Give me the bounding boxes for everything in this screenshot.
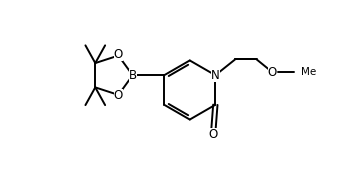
Text: O: O [114, 48, 123, 61]
Text: O: O [114, 89, 123, 102]
Text: B: B [128, 69, 137, 82]
Text: Me: Me [301, 67, 316, 77]
Text: O: O [268, 66, 277, 79]
Text: N: N [211, 69, 220, 82]
Text: O: O [209, 128, 218, 141]
